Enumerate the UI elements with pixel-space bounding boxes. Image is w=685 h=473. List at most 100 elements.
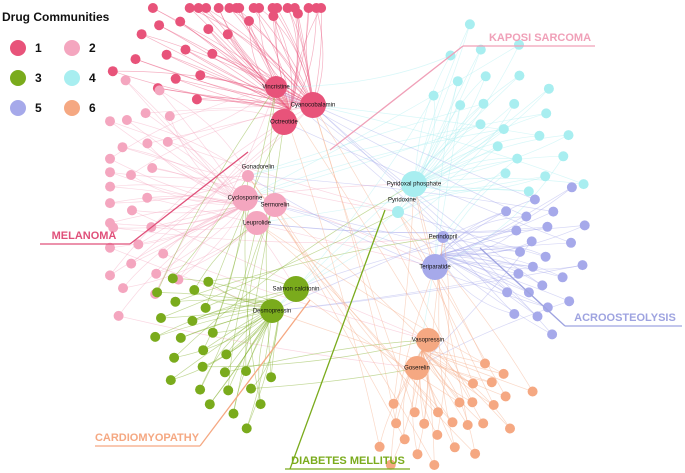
drug-node [412, 449, 423, 460]
leader-line [199, 299, 311, 447]
drug-node [303, 3, 314, 13]
drug-node [175, 16, 186, 27]
edge [421, 349, 476, 454]
drug-node [105, 198, 115, 209]
edge [200, 74, 291, 111]
edge [131, 204, 246, 264]
edge [109, 175, 249, 204]
drug-node [147, 3, 158, 13]
disease-labels: KAPOSI SARCOMA MELANOMA ACROOSTEOLYSIS CARD… [40, 32, 682, 470]
drug-node [170, 73, 181, 84]
edge [109, 204, 246, 276]
leader-line [329, 45, 464, 151]
hub-node [437, 231, 449, 243]
edge [125, 80, 297, 290]
node-label: Vincristine [262, 85, 290, 91]
drug-node [464, 19, 475, 30]
edge [152, 7, 314, 106]
drug-node [455, 100, 466, 111]
drug-node [105, 270, 115, 281]
drug-node [133, 239, 144, 250]
edge [413, 183, 469, 426]
edge [397, 103, 515, 213]
edge [112, 70, 314, 106]
drug-node [241, 423, 252, 434]
node-label: Goserelin [404, 366, 430, 372]
edge [442, 236, 521, 253]
edge [179, 21, 314, 106]
drug-node [432, 429, 443, 440]
edge [295, 95, 434, 290]
edge [421, 349, 492, 383]
edge [118, 204, 246, 317]
drug-node [492, 141, 503, 152]
edge [273, 15, 292, 111]
edge [247, 113, 547, 177]
drug-node [268, 11, 279, 22]
edge [166, 54, 314, 106]
legend-swatch [10, 70, 26, 86]
drug-node [542, 221, 553, 232]
drug-node [514, 39, 524, 50]
edge [312, 104, 543, 286]
hub-node [283, 276, 309, 302]
edge [118, 315, 418, 369]
legend-label: 2 [89, 41, 96, 55]
legend-title: Drug Communities [2, 10, 110, 24]
edge [271, 310, 492, 383]
edge [271, 273, 519, 312]
edge [289, 7, 317, 111]
drug-node [118, 283, 128, 294]
edge [113, 227, 444, 244]
edge [289, 7, 299, 111]
drug-node [543, 83, 554, 94]
drug-node [462, 420, 473, 430]
legend-label: 3 [35, 71, 42, 85]
drug-node [527, 386, 538, 397]
drug-node [391, 418, 402, 429]
disease-label: CARDIOMYOPATHY [95, 432, 200, 444]
hub-node [263, 193, 287, 217]
edge [295, 146, 498, 290]
edge [235, 7, 291, 111]
edge [421, 349, 439, 413]
legend: Drug Communities 1 2 3 4 5 6 [2, 10, 110, 116]
hub-node [232, 185, 258, 211]
edge [152, 167, 436, 268]
drug-node [154, 85, 165, 96]
drug-node [198, 345, 209, 356]
edge [157, 87, 314, 106]
edge [244, 128, 504, 199]
drug-node [547, 329, 558, 340]
drug-node [486, 377, 497, 388]
drug-node [515, 246, 525, 257]
drug-node [558, 151, 569, 162]
disease-label: MELANOMA [52, 230, 117, 242]
edge [274, 204, 511, 429]
edge [312, 104, 540, 137]
node-label: Sermorelin [260, 203, 289, 209]
edge [253, 7, 291, 111]
edge [205, 7, 291, 111]
edge [312, 104, 416, 413]
drug-node [152, 287, 163, 298]
drug-node [105, 153, 115, 164]
edge [274, 204, 406, 440]
drug-node [231, 3, 242, 13]
drug-node [200, 302, 211, 313]
node-label: Octreotide [270, 120, 298, 126]
edge [439, 248, 521, 256]
drug-node [388, 398, 399, 409]
drug-node [527, 261, 538, 272]
drug-node [385, 459, 396, 470]
drug-node [184, 3, 195, 13]
edge [414, 103, 515, 186]
edge [312, 104, 536, 200]
node-label: Pyridoxine [388, 198, 417, 204]
drug-node [541, 108, 552, 119]
edge [439, 199, 535, 256]
edge [156, 86, 277, 293]
drug-node [105, 218, 115, 228]
edge [179, 21, 291, 111]
